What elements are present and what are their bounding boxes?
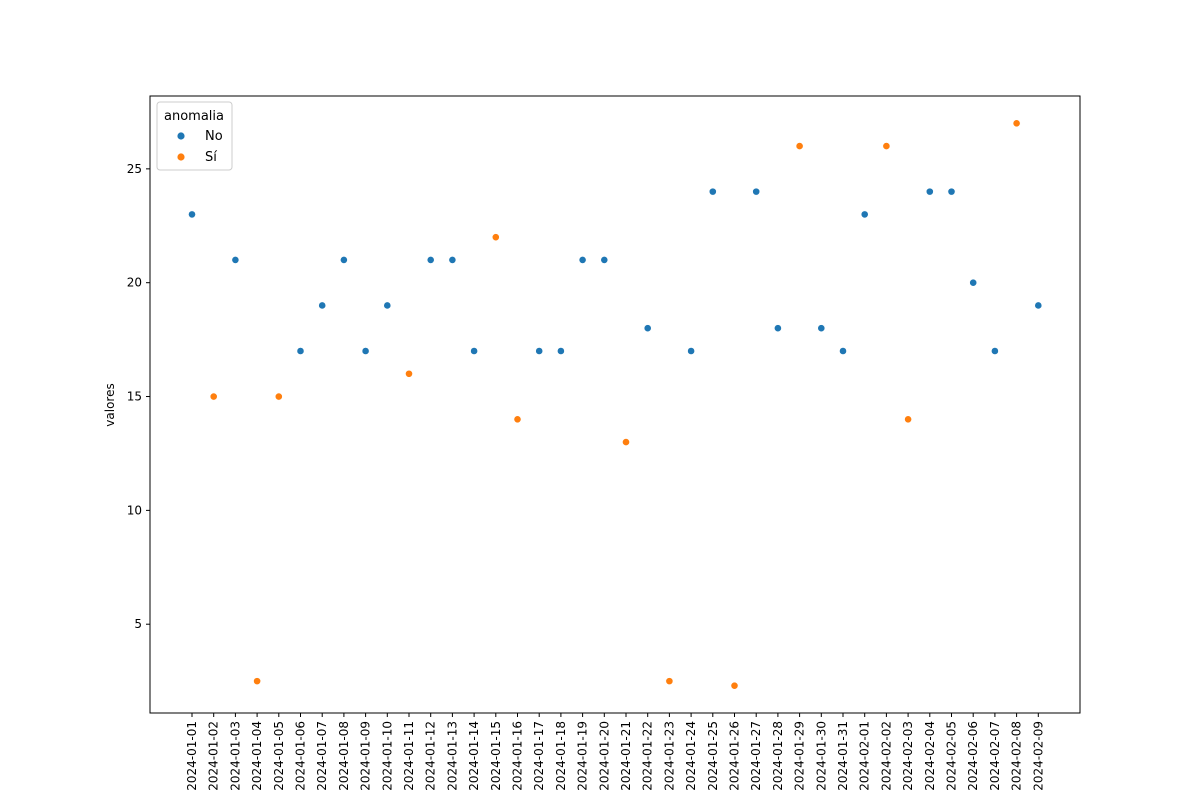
x-tick-label: 2024-02-06 (966, 721, 980, 791)
legend-label-si: Sí (205, 150, 217, 165)
legend-label-no: No (205, 129, 223, 144)
data-point-si (730, 681, 739, 690)
data-point-no (969, 278, 978, 287)
y-axis-label: valores (103, 383, 117, 426)
x-tick-label: 2024-01-09 (359, 721, 373, 791)
data-point-no (925, 187, 934, 196)
x-tick-label: 2024-01-16 (511, 721, 525, 791)
data-point-si (904, 415, 912, 424)
x-tick-label: 2024-02-03 (901, 721, 915, 791)
data-point-si (665, 677, 674, 686)
x-tick-label: 2024-01-11 (402, 721, 416, 791)
data-point-no (296, 347, 305, 355)
x-tick-label: 2024-02-05 (945, 721, 959, 791)
x-tick-label: 2024-01-24 (684, 721, 698, 791)
legend-marker-no (177, 132, 185, 140)
x-tick-label: 2024-01-10 (380, 721, 394, 791)
x-tick-label: 2024-01-19 (576, 721, 590, 791)
data-point-no (1034, 301, 1043, 310)
x-tick-label: 2024-01-25 (706, 721, 720, 791)
data-point-si (405, 369, 413, 378)
data-point-no (839, 347, 847, 355)
x-tick-label: 2024-01-21 (619, 721, 633, 791)
y-tick-label: 15 (127, 390, 142, 404)
legend-title: anomalia (164, 109, 224, 124)
x-tick-label: 2024-01-27 (749, 721, 763, 791)
plot-area (149, 95, 1081, 714)
data-point-si (491, 233, 500, 242)
data-point-no (643, 324, 652, 333)
data-point-si (882, 142, 891, 150)
x-tick-label: 2024-02-02 (879, 721, 893, 791)
y-axis: 5 10 15 20 25 (127, 162, 150, 631)
x-tick-label: 2024-02-01 (858, 721, 872, 791)
data-point-si (274, 392, 283, 401)
data-point-no (708, 187, 717, 196)
y-tick-label: 25 (127, 162, 142, 176)
data-point-no (339, 256, 348, 264)
x-tick-label: 2024-02-08 (1010, 721, 1024, 791)
x-tick-label: 2024-01-08 (337, 721, 351, 791)
x-tick-label: 2024-01-30 (814, 721, 828, 791)
x-tick-label: 2024-01-07 (315, 721, 329, 791)
data-point-no (991, 347, 999, 355)
x-tick-label: 2024-01-23 (662, 721, 676, 791)
data-point-no (557, 347, 565, 355)
data-point-si (513, 415, 522, 424)
x-tick-label: 2024-01-17 (532, 721, 546, 791)
x-tick-label: 2024-01-22 (641, 721, 655, 791)
y-tick-label: 10 (127, 503, 142, 517)
data-point-no (947, 187, 956, 196)
data-point-no (774, 324, 782, 333)
legend: anomalia No Sí (156, 101, 233, 171)
data-point-no (860, 210, 869, 219)
data-point-no (188, 210, 196, 219)
x-tick-label: 2024-02-09 (1031, 721, 1045, 791)
x-axis: 2024-01-01 2024-01-02 2024-01-03 2024-01-04… (185, 713, 1045, 791)
x-tick-label: 2024-01-03 (228, 721, 242, 791)
x-tick-label: 2024-01-01 (185, 721, 199, 791)
data-point-no (231, 256, 240, 264)
x-tick-label: 2024-01-05 (272, 721, 286, 791)
data-point-no (470, 347, 478, 355)
data-point-si (1012, 119, 1021, 128)
data-point-no (687, 347, 695, 355)
x-tick-label: 2024-02-07 (988, 721, 1002, 791)
x-tick-label: 2024-01-28 (771, 721, 785, 791)
x-tick-label: 2024-01-31 (836, 721, 850, 791)
data-point-si (253, 677, 261, 686)
x-tick-label: 2024-01-14 (467, 721, 481, 791)
data-point-no (448, 256, 457, 264)
x-tick-label: 2024-01-06 (294, 721, 308, 791)
x-tick-label: 2024-01-02 (207, 721, 221, 791)
x-tick-label: 2024-01-26 (728, 721, 742, 791)
data-point-no (600, 256, 609, 264)
y-tick-label: 20 (127, 276, 142, 290)
data-point-si (622, 438, 630, 446)
data-point-no (752, 187, 761, 196)
data-point-no (426, 256, 435, 264)
x-tick-label: 2024-01-13 (445, 721, 459, 791)
y-tick-label: 5 (134, 617, 142, 631)
data-point-si (795, 142, 804, 150)
legend-marker-si (177, 153, 185, 161)
data-point-no (817, 324, 826, 333)
legend-frame (156, 101, 233, 171)
plot-frame (149, 95, 1081, 714)
x-tick-label: 2024-01-15 (489, 721, 503, 791)
data-point-no (318, 301, 327, 310)
data-point-no (535, 347, 544, 355)
x-tick-label: 2024-01-04 (250, 721, 264, 791)
x-tick-label: 2024-01-18 (554, 721, 568, 791)
x-tick-label: 2024-01-29 (793, 721, 807, 791)
data-point-si (209, 392, 218, 401)
x-tick-label: 2024-01-20 (597, 721, 611, 791)
data-point-no (578, 256, 587, 264)
data-point-no (361, 347, 370, 355)
x-tick-label: 2024-01-12 (424, 721, 438, 791)
data-point-no (383, 301, 392, 310)
x-tick-label: 2024-02-04 (923, 721, 937, 791)
